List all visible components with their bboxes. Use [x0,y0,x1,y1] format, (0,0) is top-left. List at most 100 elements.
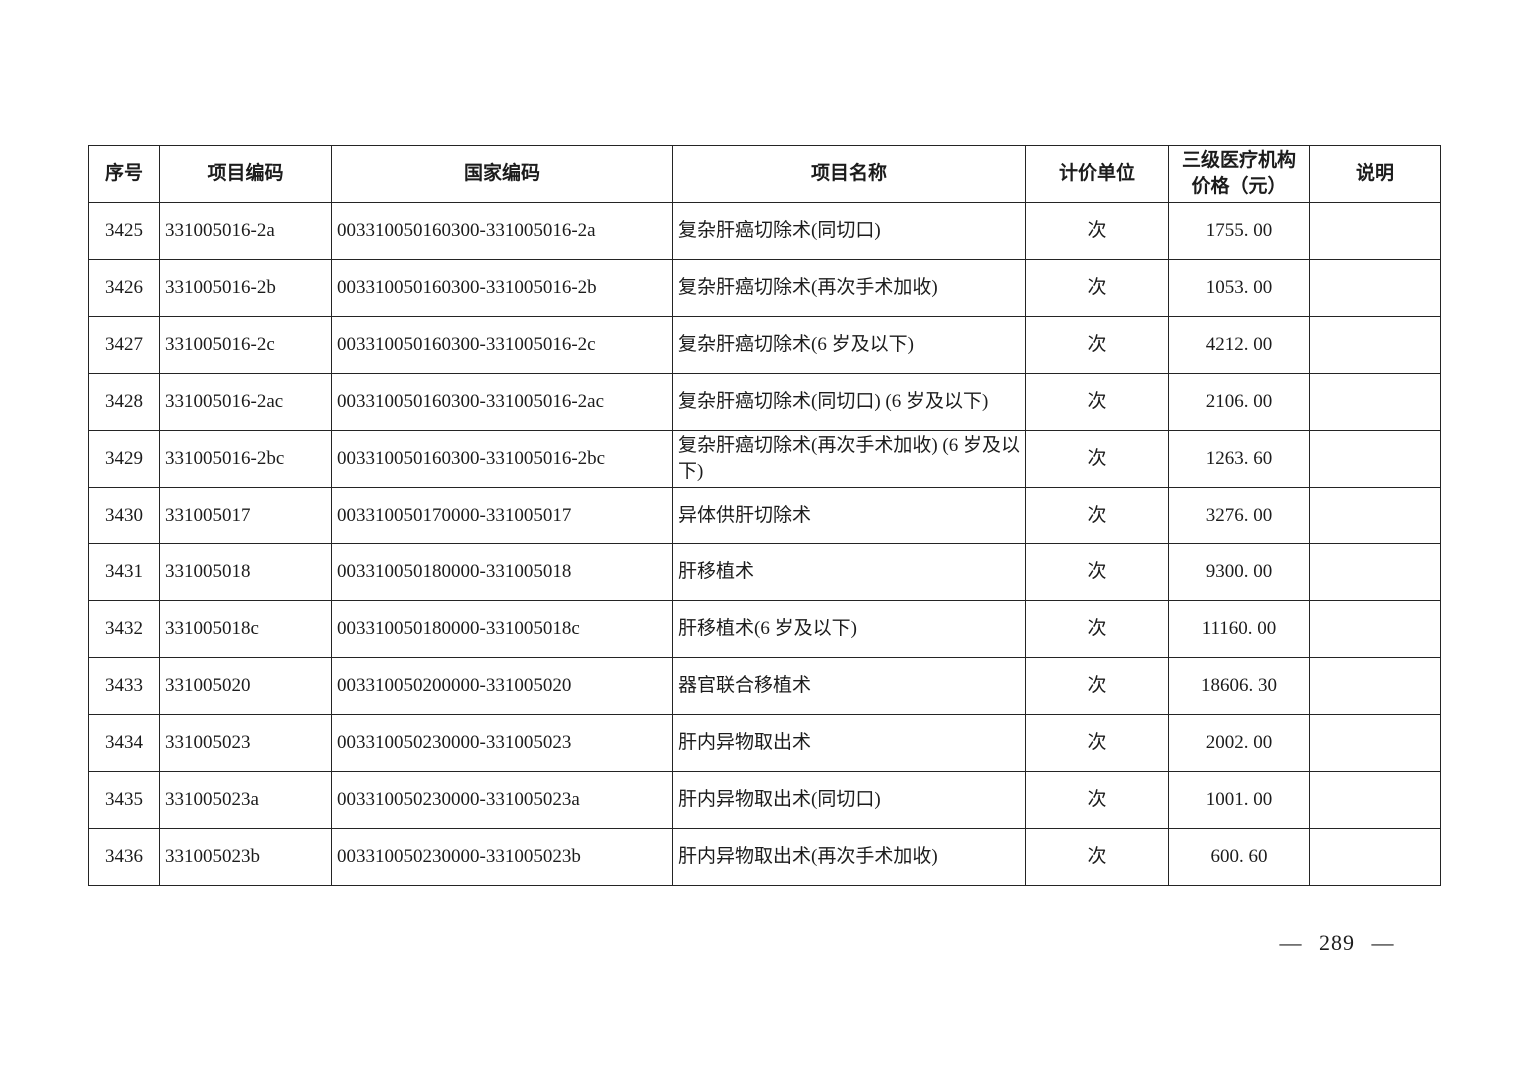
national-code-cell: 003310050160300-331005016-2bc [331,429,673,488]
item-code-cell: 331005016-2a [159,202,332,260]
table-row: 3428 331005016-2ac 003310050160300-33100… [88,372,1441,431]
price-cell: 1755. 00 [1168,202,1310,260]
seq-cell: 3431 [88,543,160,602]
item-name-cell: 复杂肝癌切除术(同切口) [672,202,1026,260]
table-row: 3431 331005018 003310050180000-331005018… [88,543,1441,602]
seq-cell: 3430 [88,486,160,545]
national-code-cell: 003310050180000-331005018 [331,543,673,602]
price-cell: 1053. 00 [1168,258,1310,317]
price-cell: 3276. 00 [1168,486,1310,545]
national-code-cell: 003310050230000-331005023a [331,771,673,829]
national-code-cell: 003310050170000-331005017 [331,486,673,545]
national-code-cell: 003310050230000-331005023b [331,827,673,886]
table-row: 3425 331005016-2a 003310050160300-331005… [88,202,1441,260]
header-item-code: 项目编码 [159,145,332,203]
unit-cell: 次 [1025,372,1169,431]
national-code-cell: 003310050160300-331005016-2c [331,315,673,374]
unit-cell: 次 [1025,258,1169,317]
header-unit: 计价单位 [1025,145,1169,203]
price-cell: 4212. 00 [1168,315,1310,374]
table-row: 3429 331005016-2bc 003310050160300-33100… [88,429,1441,488]
unit-cell: 次 [1025,315,1169,374]
seq-cell: 3429 [88,429,160,488]
header-price: 三级医疗机构 价格（元） [1168,145,1310,203]
price-cell: 2106. 00 [1168,372,1310,431]
table-row: 3432 331005018c 003310050180000-33100501… [88,600,1441,659]
item-name-cell: 肝移植术 [672,543,1026,602]
header-row: 序号 项目编码 国家编码 项目名称 计价单位 三级医疗机构 价格（元） 说明 [88,145,1441,203]
seq-cell: 3434 [88,714,160,773]
item-name-cell: 复杂肝癌切除术(6 岁及以下) [672,315,1026,374]
price-cell: 2002. 00 [1168,714,1310,773]
seq-cell: 3433 [88,657,160,716]
note-cell [1309,486,1441,545]
item-name-cell: 异体供肝切除术 [672,486,1026,545]
item-name-cell: 复杂肝癌切除术(再次手术加收) [672,258,1026,317]
table-row: 3430 331005017 003310050170000-331005017… [88,486,1441,545]
table-row: 3433 331005020 003310050200000-331005020… [88,657,1441,716]
seq-cell: 3428 [88,372,160,431]
item-code-cell: 331005016-2c [159,315,332,374]
item-name-cell: 肝内异物取出术(再次手术加收) [672,827,1026,886]
unit-cell: 次 [1025,429,1169,488]
item-code-cell: 331005023b [159,827,332,886]
item-name-cell: 肝移植术(6 岁及以下) [672,600,1026,659]
note-cell [1309,771,1441,829]
price-cell: 1263. 60 [1168,429,1310,488]
table-row: 3436 331005023b 003310050230000-33100502… [88,827,1441,886]
unit-cell: 次 [1025,543,1169,602]
unit-cell: 次 [1025,202,1169,260]
item-code-cell: 331005018c [159,600,332,659]
unit-cell: 次 [1025,714,1169,773]
national-code-cell: 003310050160300-331005016-2a [331,202,673,260]
price-cell: 11160. 00 [1168,600,1310,659]
item-name-cell: 复杂肝癌切除术(再次手术加收) (6 岁及以下) [672,429,1026,488]
national-code-cell: 003310050160300-331005016-2ac [331,372,673,431]
item-code-cell: 331005016-2ac [159,372,332,431]
price-table: 序号 项目编码 国家编码 项目名称 计价单位 三级医疗机构 价格（元） 说明 3… [88,145,1441,886]
table-row: 3435 331005023a 003310050230000-33100502… [88,771,1441,829]
note-cell [1309,827,1441,886]
note-cell [1309,657,1441,716]
note-cell [1309,372,1441,431]
item-code-cell: 331005023 [159,714,332,773]
note-cell [1309,714,1441,773]
note-cell [1309,315,1441,374]
national-code-cell: 003310050230000-331005023 [331,714,673,773]
item-code-cell: 331005017 [159,486,332,545]
unit-cell: 次 [1025,600,1169,659]
item-code-cell: 331005020 [159,657,332,716]
note-cell [1309,258,1441,317]
price-cell: 18606. 30 [1168,657,1310,716]
national-code-cell: 003310050180000-331005018c [331,600,673,659]
price-cell: 9300. 00 [1168,543,1310,602]
note-cell [1309,202,1441,260]
unit-cell: 次 [1025,486,1169,545]
table-row: 3434 331005023 003310050230000-331005023… [88,714,1441,773]
seq-cell: 3425 [88,202,160,260]
header-seq: 序号 [88,145,160,203]
note-cell [1309,429,1441,488]
item-name-cell: 肝内异物取出术 [672,714,1026,773]
item-code-cell: 331005018 [159,543,332,602]
table-row: 3427 331005016-2c 003310050160300-331005… [88,315,1441,374]
seq-cell: 3426 [88,258,160,317]
item-name-cell: 肝内异物取出术(同切口) [672,771,1026,829]
national-code-cell: 003310050200000-331005020 [331,657,673,716]
item-code-cell: 331005016-2bc [159,429,332,488]
price-cell: 1001. 00 [1168,771,1310,829]
note-cell [1309,543,1441,602]
unit-cell: 次 [1025,771,1169,829]
seq-cell: 3435 [88,771,160,829]
unit-cell: 次 [1025,827,1169,886]
seq-cell: 3427 [88,315,160,374]
note-cell [1309,600,1441,659]
header-note: 说明 [1309,145,1441,203]
seq-cell: 3436 [88,827,160,886]
item-code-cell: 331005016-2b [159,258,332,317]
header-item-name: 项目名称 [672,145,1026,203]
seq-cell: 3432 [88,600,160,659]
national-code-cell: 003310050160300-331005016-2b [331,258,673,317]
header-national-code: 国家编码 [331,145,673,203]
